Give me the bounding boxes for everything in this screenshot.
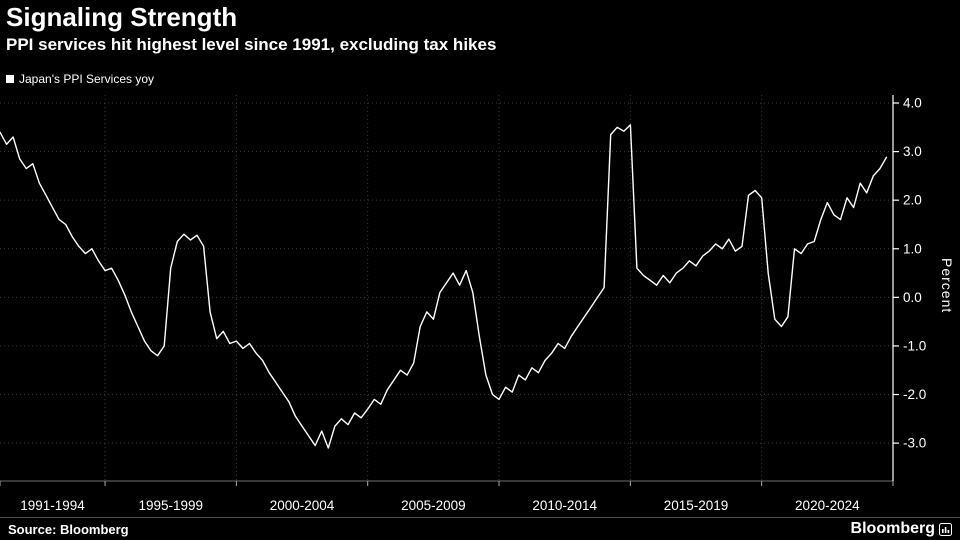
legend-label: Japan's PPI Services yoy xyxy=(19,72,155,86)
legend: Japan's PPI Services yoy xyxy=(6,72,154,86)
y-tick-label: -1.0 xyxy=(903,338,926,353)
y-tick-label: -2.0 xyxy=(903,387,926,402)
x-tick-label: 2020-2024 xyxy=(795,498,860,513)
y-tick-label: 0.0 xyxy=(903,290,922,305)
x-tick-label: 1995-1999 xyxy=(138,498,203,513)
y-tick-label: 3.0 xyxy=(903,144,922,159)
y-tick-label: 4.0 xyxy=(903,96,922,111)
series-line xyxy=(0,124,888,449)
x-tick-label: 2000-2004 xyxy=(270,498,335,513)
x-tick-label: 1991-1994 xyxy=(20,498,85,513)
chart-subtitle: PPI services hit highest level since 199… xyxy=(6,34,497,54)
bloomberg-wordmark: Bloomberg xyxy=(850,520,935,537)
gridlines xyxy=(0,95,893,481)
source-text: Source: Bloomberg xyxy=(8,521,129,537)
x-tick-label: 2005-2009 xyxy=(401,498,466,513)
y-tick-label: 1.0 xyxy=(903,241,922,256)
y-tick-label: 2.0 xyxy=(903,193,922,208)
axes: 4.0 3.0 2.0 1.0 0.0 -1.0 -2.0 -3.0 1991-1994 1995… xyxy=(0,95,926,513)
x-tick-label: 2010-2014 xyxy=(532,498,597,513)
x-tick-label: 2015-2019 xyxy=(664,498,729,513)
bloomberg-logo-icon xyxy=(939,522,952,536)
series-group xyxy=(0,124,888,449)
chart-title: Signaling Strength xyxy=(6,2,238,32)
y-axis-title: Percent xyxy=(939,258,955,314)
bloomberg-brand: Bloomberg xyxy=(851,520,952,538)
footer-bar: Source: Bloomberg Bloomberg xyxy=(0,517,960,540)
y-tick-label: -3.0 xyxy=(903,436,926,451)
legend-swatch-icon xyxy=(6,75,14,83)
